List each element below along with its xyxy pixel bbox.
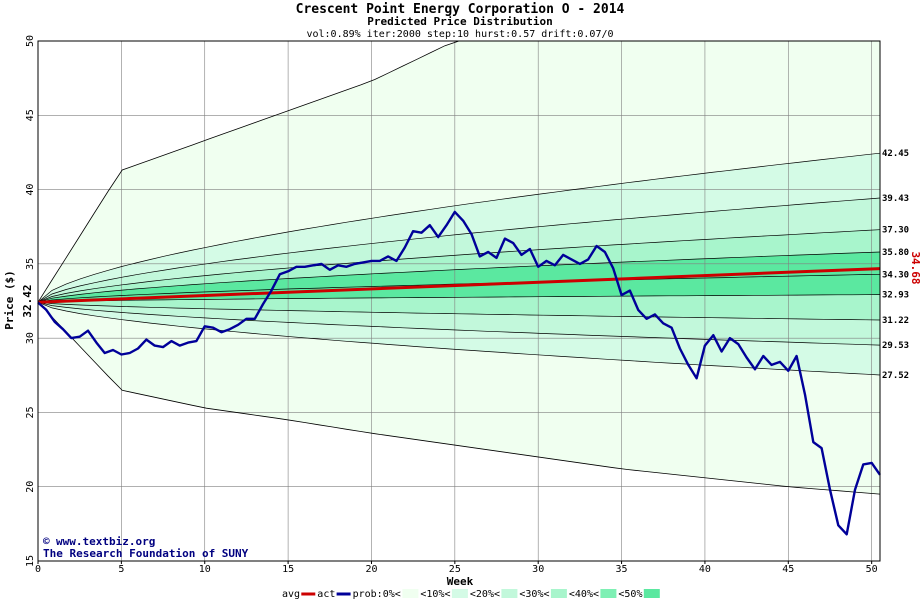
quantile-curve [38, 229, 880, 303]
x-tick-label: 15 [282, 564, 294, 575]
x-tick-label: 5 [118, 564, 124, 575]
x-tick-label: 50 [866, 564, 878, 575]
chart-params: vol:0.89% iter:2000 step:10 hurst:0.57 d… [306, 29, 613, 40]
legend-swatch-box [402, 589, 419, 598]
quantile-end-label: 35.80 [882, 248, 909, 258]
legend-swatch-box [501, 589, 518, 598]
quantile-end-label: 27.52 [882, 371, 909, 381]
quantile-end-label: 34.30 [882, 270, 909, 280]
legend-label: avg [282, 589, 300, 600]
copyright-icon: © [43, 535, 50, 548]
legend-label: act [317, 589, 335, 600]
bands-group [38, 41, 880, 495]
plot-frame [37, 40, 881, 562]
legend-swatch-box [600, 589, 617, 598]
x-tick-label: 35 [616, 564, 628, 575]
quantile-curve [38, 301, 880, 376]
legend-label: <30%< [519, 589, 549, 600]
quantile-curve [38, 294, 880, 303]
quantile-end-label: 31.22 [882, 316, 909, 326]
x-tick-label: 20 [365, 564, 377, 575]
y-tick-label: 30 [25, 332, 36, 344]
credit-website: www.textbiz.org [56, 535, 155, 548]
y-tick-label: 45 [25, 109, 36, 121]
x-tick-label: 40 [699, 564, 711, 575]
avg-line [37, 267, 881, 304]
quantile-end-label: 37.30 [882, 226, 909, 236]
quantile-end-label: 32.93 [882, 291, 909, 301]
x-tick-label: 25 [449, 564, 461, 575]
y-tick-label: 40 [25, 184, 36, 196]
band-50pct [38, 252, 880, 303]
plot-area: 0 5 10 15 20 25 30 35 40 45 50 15 20 25 30 35 40 45 50 42.4… [25, 35, 909, 575]
x-tick-label: 0 [35, 564, 41, 575]
x-tick-label: 30 [532, 564, 544, 575]
legend-swatch-box [643, 589, 660, 598]
quantile-curve [38, 301, 880, 321]
x-axis-label: Week [447, 575, 474, 588]
legend-label: <40%< [569, 589, 599, 600]
legend-label: <50% [618, 589, 642, 600]
y-tick-label: 50 [25, 35, 36, 47]
y-tick-label: 20 [25, 481, 36, 493]
quantile-curve [38, 251, 880, 303]
quantile-curve [38, 152, 880, 303]
y-axis-label: Price ($) [3, 270, 16, 330]
legend-swatch-box [451, 589, 468, 598]
chart-title: Crescent Point Energy Corporation O - 20… [296, 2, 625, 17]
quantile-end-label: 39.43 [882, 194, 909, 204]
y-tick-label: 35 [25, 258, 36, 270]
legend-swatch-box [550, 589, 567, 598]
credit-organization: The Research Foundation of SUNY [43, 547, 249, 560]
x-tick-label: 10 [199, 564, 211, 575]
credit-block: © www.textbiz.org The Research Foundatio… [43, 535, 249, 560]
quantile-end-label: 29.53 [882, 341, 909, 351]
start-price-label: 32.42 [21, 284, 34, 317]
y-tick-label: 15 [25, 555, 36, 567]
chart-subtitle: Predicted Price Distribution [367, 15, 552, 28]
x-tick-label: 45 [782, 564, 794, 575]
envelope-upper [38, 41, 880, 303]
legend: avg act prob:0%< <10%< <20%< <30%< <40%< <50% [282, 589, 660, 600]
quantile-curve [38, 197, 880, 303]
actual-price-line [37, 210, 881, 536]
quantile-curve [38, 301, 880, 346]
quantile-end-label: 42.45 [882, 149, 909, 159]
legend-label: <20%< [470, 589, 500, 600]
legend-label: <10%< [420, 589, 450, 600]
end-avg-price-label: 34.68 [909, 251, 920, 284]
envelope-lower [38, 301, 880, 495]
legend-label: prob:0%< [353, 589, 401, 600]
y-tick-label: 25 [25, 406, 36, 418]
